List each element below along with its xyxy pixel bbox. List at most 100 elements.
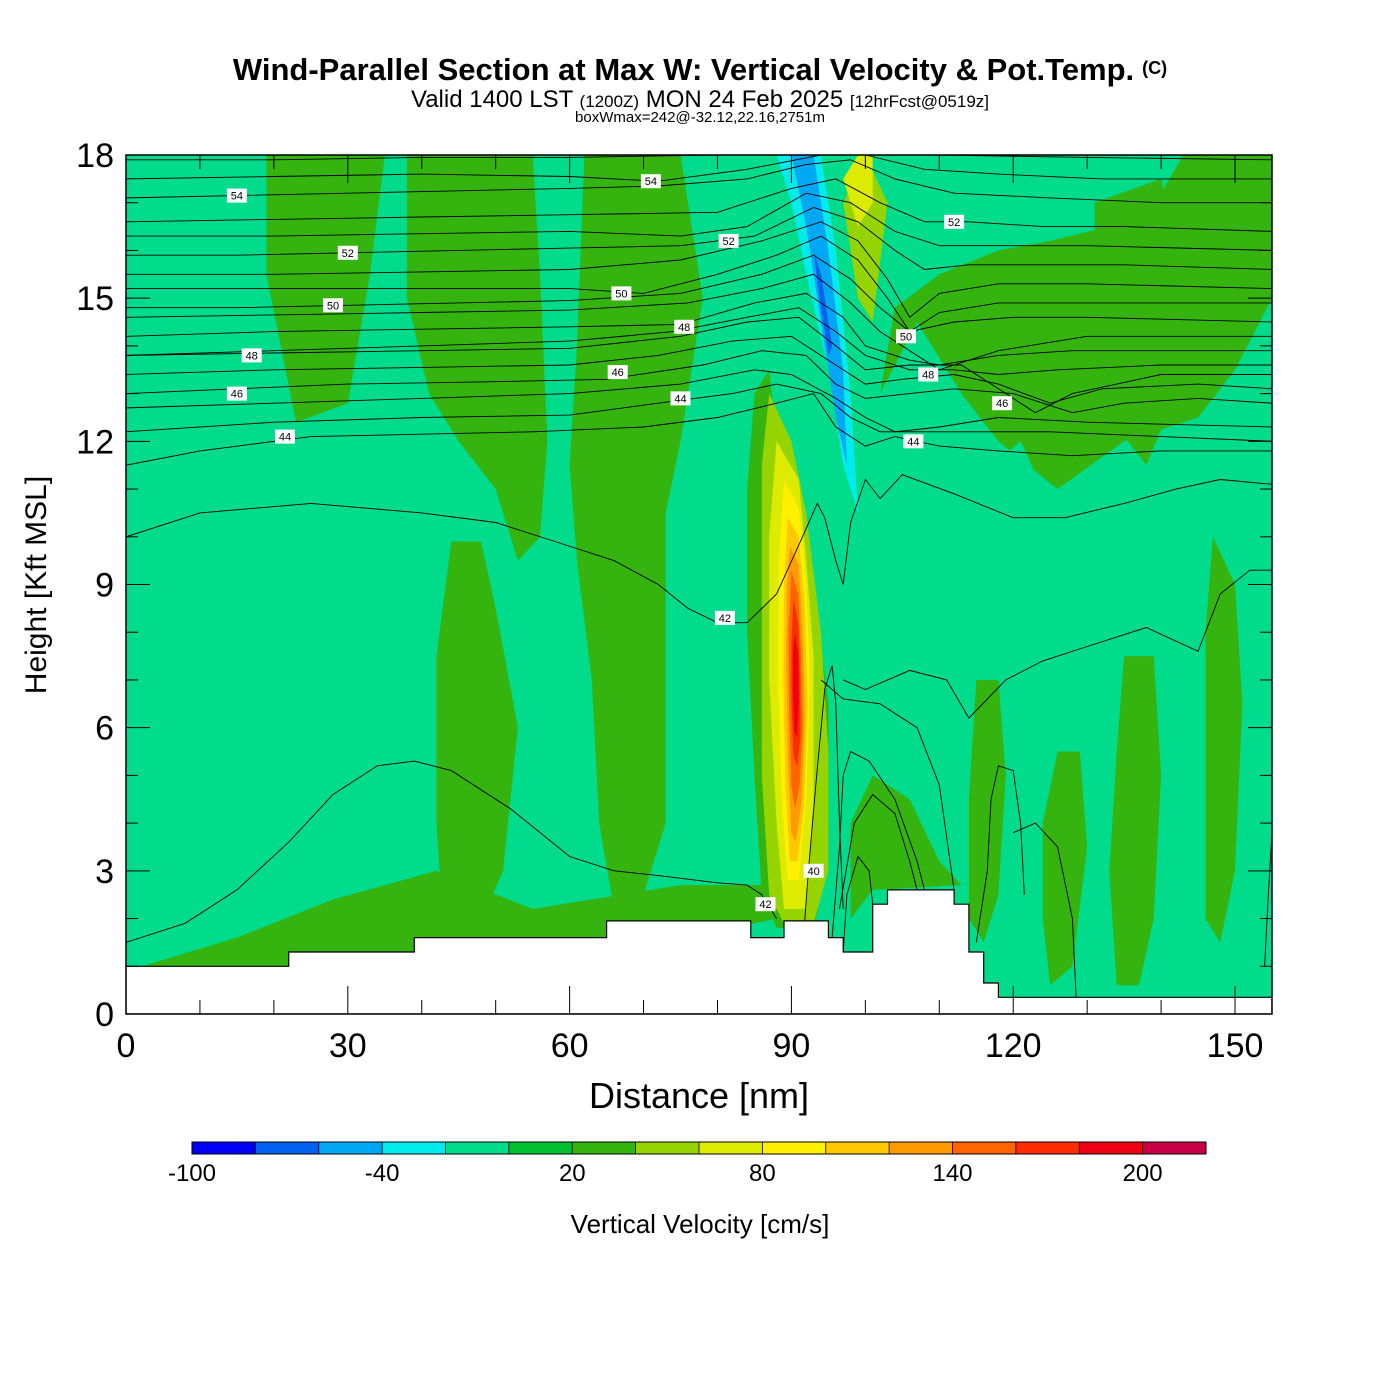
- theta-label-19: 54: [645, 176, 657, 188]
- velocity-fill-regions: [126, 155, 1272, 986]
- theta-label-bg-11: [918, 367, 939, 382]
- theta-label-bg-1: [755, 897, 776, 912]
- colorbar-swatch: [192, 1142, 256, 1154]
- theta-line-14: [126, 221, 1272, 318]
- velocity-region-2: [436, 541, 518, 938]
- colorbar-tick-label: 140: [932, 1160, 972, 1187]
- x-tick-label: 150: [1207, 1027, 1264, 1065]
- theta-line-4: [126, 383, 1272, 442]
- theta-line-5: [126, 369, 1272, 433]
- theta-label-17: 52: [948, 217, 960, 229]
- theta-label-8: 46: [996, 398, 1008, 410]
- theta-line-21: [839, 793, 918, 910]
- theta-label-12: 50: [327, 300, 339, 312]
- x-tick-label: 60: [551, 1027, 589, 1065]
- theta-label-bg-19: [640, 174, 661, 189]
- velocity-region-8: [1205, 536, 1243, 943]
- theta-line-28: [1264, 832, 1272, 967]
- theta-label-bg-4: [670, 391, 691, 406]
- theta-label-bg-16: [718, 233, 739, 248]
- x-tick-label: 90: [773, 1027, 811, 1065]
- y-tick-label: 3: [95, 853, 114, 891]
- colorbar-swatch: [1015, 1142, 1080, 1154]
- terrain-layer: [126, 889, 1272, 1014]
- colorbar-swatch: [445, 1142, 510, 1154]
- velocity-region-22: [792, 632, 799, 738]
- chart-subtitle: Valid 1400 LST (1200Z) MON 24 Feb 2025 […: [0, 86, 1400, 114]
- theta-line-1: [126, 760, 777, 943]
- theta-line-27: [1013, 822, 1077, 998]
- y-tick-label: 9: [95, 567, 114, 605]
- velocity-region-9: [968, 679, 1006, 943]
- theta-label-3: 44: [279, 432, 291, 444]
- colorbar-tick-label: 80: [749, 1160, 776, 1187]
- axes: [125, 154, 1272, 1015]
- theta-label-bg-17: [944, 214, 965, 229]
- colorbar-swatch: [889, 1142, 953, 1154]
- theta-label-bg-15: [337, 245, 358, 260]
- theta-line-23: [831, 750, 925, 938]
- theta-line-18: [126, 159, 1272, 204]
- velocity-region-26: [1020, 737, 1036, 857]
- colorbar-tick-labels: -100 -40 20 80 140 200: [168, 1160, 1163, 1187]
- forecast-info: [12hrFcst@0519z]: [849, 92, 990, 111]
- theta-line-9: [126, 307, 1272, 375]
- theta-label-bg-13: [611, 286, 632, 301]
- theta-label-bg-5: [903, 434, 924, 449]
- theta-label-2: 42: [719, 613, 731, 625]
- colorbar-tick-label: 20: [559, 1160, 586, 1187]
- theta-line-6: [126, 350, 1272, 414]
- x-tick-labels: 0 30 60 90 120 150: [117, 1027, 1264, 1065]
- colorbar-swatch: [382, 1142, 446, 1154]
- velocity-region-12: [880, 155, 1272, 490]
- velocity-region-25: [991, 441, 1043, 585]
- velocity-region-3: [407, 155, 548, 561]
- theta-line-19: [126, 155, 1272, 182]
- terrain: [126, 889, 1272, 1014]
- colorbar: [191, 1141, 1207, 1155]
- y-tick-label: 18: [76, 137, 114, 175]
- colorbar-swatch: [699, 1142, 763, 1154]
- velocity-region-11: [1109, 656, 1162, 986]
- x-axis-label: Distance [nm]: [589, 1075, 809, 1116]
- y-axis-label: Height [Kft MSL]: [20, 476, 53, 694]
- theta-line-0: [804, 665, 844, 921]
- theta-label-13: 50: [615, 288, 627, 300]
- colorbar-swatch: [762, 1142, 827, 1154]
- y-tick-label: 12: [76, 423, 114, 461]
- y-tick-label: 6: [95, 710, 114, 748]
- colorbar-tick-label: -40: [365, 1160, 400, 1187]
- theta-label-9: 48: [246, 350, 258, 362]
- theta-line-26: [975, 765, 1025, 943]
- theta-line-2: [126, 474, 1272, 624]
- theta-label-14: 50: [900, 331, 912, 343]
- theta-label-bg-2: [714, 610, 735, 625]
- velocity-region-10: [1042, 751, 1088, 986]
- colorbar-swatch: [635, 1142, 700, 1154]
- theta-line-11: [126, 273, 1272, 371]
- colorbar-swatch: [1142, 1142, 1207, 1154]
- theta-label-10: 48: [678, 322, 690, 334]
- copyright-mark: (C): [1142, 58, 1168, 78]
- colorbar-tick-label: 200: [1123, 1160, 1163, 1187]
- theta-label-bg-12: [323, 298, 343, 313]
- chart-title-text: Wind-Parallel Section at Max W: Vertical…: [232, 52, 1135, 87]
- theta-line-7: [126, 335, 1272, 404]
- theta-line-24: [820, 679, 955, 890]
- theta-label-bg-7: [607, 365, 628, 380]
- y-tick-label: 0: [95, 996, 114, 1034]
- velocity-region-6: [850, 775, 962, 919]
- y-tick-labels: 0 3 6 9 12 15 18: [76, 137, 114, 1034]
- velocity-region-29: [813, 250, 833, 356]
- theta-label-1: 42: [759, 899, 771, 911]
- x-tick-label: 0: [117, 1027, 136, 1065]
- colorbar-swatch: [255, 1142, 320, 1154]
- colorbar-swatch: [952, 1142, 1017, 1154]
- velocity-region-28: [791, 155, 847, 466]
- theta-label-18: 54: [231, 191, 243, 203]
- theta-line-12: [126, 254, 1272, 333]
- y-tick-label: 15: [76, 280, 114, 318]
- box-wmax-info: boxWmax=242@-32.12,22.16,2751m: [575, 109, 825, 126]
- colorbar-label: Vertical Velocity [cm/s]: [571, 1209, 830, 1239]
- velocity-region-23: [769, 155, 881, 704]
